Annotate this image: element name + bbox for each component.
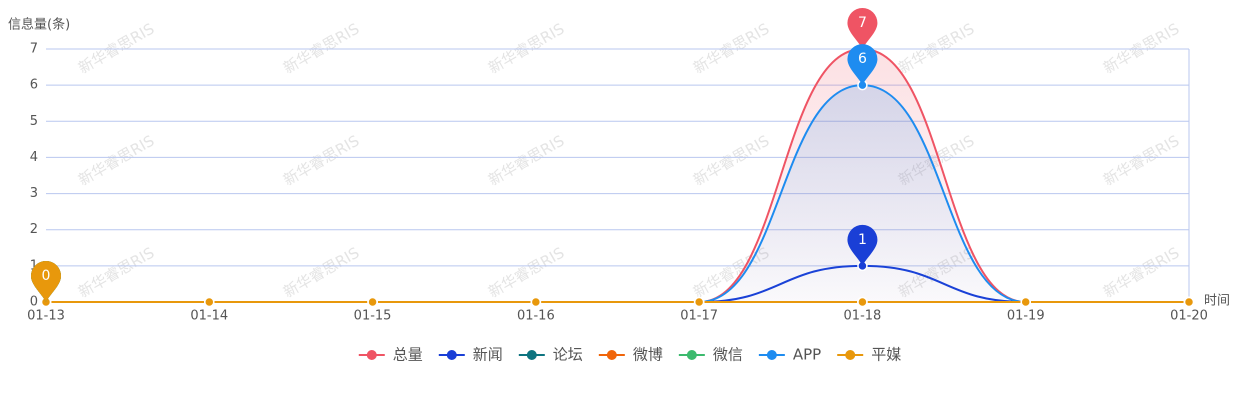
y-axis-name: 信息量(条) bbox=[8, 17, 70, 33]
legend-label: 微博 bbox=[633, 346, 663, 364]
max-marker-label: 7 bbox=[858, 15, 867, 31]
max-marker bbox=[847, 8, 878, 50]
x-tick-label: 01-20 bbox=[1170, 309, 1208, 324]
max-marker bbox=[847, 224, 878, 266]
line bbox=[46, 264, 1189, 304]
area bbox=[46, 85, 1189, 303]
point bbox=[1020, 296, 1031, 308]
line bbox=[46, 47, 1189, 304]
watermark: 新华睿思RIS bbox=[690, 132, 772, 190]
y-tick-label: 5 bbox=[30, 114, 38, 129]
point bbox=[693, 296, 705, 308]
max-marker bbox=[31, 261, 61, 302]
x-tick-label: 01-16 bbox=[517, 309, 555, 324]
x-tick-label: 01-17 bbox=[680, 309, 718, 324]
legend-item: 总量 bbox=[358, 346, 423, 364]
y-tick-label: 2 bbox=[30, 222, 38, 237]
point bbox=[1183, 296, 1195, 308]
watermark: 新华睿思RIS bbox=[280, 132, 362, 190]
max-marker-label: 0 bbox=[42, 268, 51, 284]
y-tick-label: 3 bbox=[30, 186, 38, 201]
x-tick-label: 01-14 bbox=[190, 309, 228, 324]
y-tick-label: 1 bbox=[30, 258, 38, 273]
legend-item: 平媒 bbox=[837, 346, 901, 364]
watermark: 新华睿思RIS bbox=[280, 244, 362, 302]
watermark: 新华睿思RIS bbox=[895, 20, 977, 78]
watermark: 新华睿思RIS bbox=[690, 20, 772, 78]
max-marker-label: 6 bbox=[858, 51, 867, 67]
y-tick-label: 6 bbox=[30, 78, 38, 93]
max-marker-label: 1 bbox=[858, 232, 867, 248]
point bbox=[530, 296, 542, 308]
legend-icon bbox=[366, 350, 377, 360]
legend-icon bbox=[686, 350, 697, 360]
watermark: 新华睿思RIS bbox=[75, 132, 157, 190]
x-tick-label: 01-19 bbox=[1007, 309, 1045, 324]
y-tick-label: 7 bbox=[30, 42, 38, 57]
watermark: 新华睿思RIS bbox=[75, 244, 157, 302]
area bbox=[46, 49, 1189, 302]
legend-item: 微博 bbox=[598, 346, 663, 364]
watermark: 新华睿思RIS bbox=[485, 20, 567, 78]
legend-item: 论坛 bbox=[518, 346, 583, 364]
legend-item: APP bbox=[758, 346, 821, 364]
watermark: 新华睿思RIS bbox=[75, 20, 157, 78]
point bbox=[367, 296, 378, 308]
legend-label: 新闻 bbox=[473, 346, 503, 364]
point bbox=[857, 296, 868, 308]
max-marker bbox=[847, 44, 878, 86]
x-tick-label: 01-18 bbox=[844, 309, 882, 324]
legend-label: 总量 bbox=[393, 346, 423, 364]
legend-item: 新闻 bbox=[438, 346, 503, 364]
legend-icon bbox=[526, 350, 537, 360]
legend-label: 平媒 bbox=[871, 346, 901, 364]
watermark: 新华睿思RIS bbox=[1100, 132, 1182, 190]
legend-label: 论坛 bbox=[553, 346, 583, 364]
legend-icon bbox=[446, 350, 457, 360]
x-tick-label: 01-13 bbox=[27, 309, 65, 324]
point bbox=[204, 296, 215, 308]
legend-label: APP bbox=[793, 346, 821, 364]
legend-icon bbox=[845, 350, 856, 360]
legend-item: 微信 bbox=[678, 346, 743, 364]
legend-icon bbox=[606, 350, 617, 360]
x-tick-label: 01-15 bbox=[354, 309, 392, 324]
legend-label: 微信 bbox=[713, 346, 743, 364]
y-tick-label: 4 bbox=[30, 150, 38, 165]
watermark: 新华睿思RIS bbox=[280, 20, 362, 78]
watermark: 新华睿思RIS bbox=[1100, 244, 1182, 302]
legend-icon bbox=[766, 350, 777, 360]
watermark: 新华睿思RIS bbox=[1100, 20, 1182, 78]
watermark: 新华睿思RIS bbox=[485, 244, 567, 302]
y-tick-label: 0 bbox=[30, 295, 38, 310]
watermark: 新华睿思RIS bbox=[485, 132, 567, 190]
x-axis-name: 时间 bbox=[1204, 294, 1230, 309]
legend: 总量 新闻 论坛 微博 微信 APP 平媒 bbox=[358, 346, 901, 364]
